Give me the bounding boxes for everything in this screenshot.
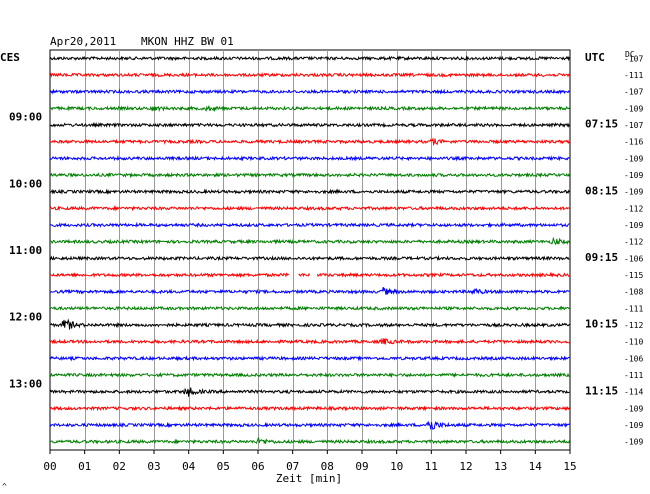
trace-row (49, 337, 570, 345)
dc-offset-label: -112 (624, 238, 643, 247)
seismic-traces (49, 55, 570, 445)
right-time-label: 11:15 (585, 384, 618, 397)
left-time-label: 12:00 (9, 311, 42, 324)
dc-offset-label: -109 (624, 171, 643, 180)
right-time-label: 09:15 (585, 251, 618, 264)
trace-row (49, 155, 570, 162)
trace-row (49, 420, 570, 431)
right-time-label: 08:15 (585, 184, 618, 197)
x-tick-labels: 00 01 02 03 04 05 06 07 08 09 10 11 12 13 14 15 (43, 450, 577, 473)
trace-row (49, 105, 570, 113)
dc-offset-label: -111 (624, 304, 643, 313)
x-tick-label: 06 (251, 460, 264, 473)
x-tick-label: 13 (494, 460, 507, 473)
x-tick-label: 05 (217, 460, 230, 473)
x-tick-label: 09 (355, 460, 368, 473)
trace-row (49, 188, 570, 195)
dc-offset-label: -110 (624, 338, 643, 347)
x-tick-label: 02 (113, 460, 126, 473)
x-tick-label: 08 (321, 460, 334, 473)
dc-offset-label: -116 (624, 138, 643, 147)
trace-row (49, 55, 570, 62)
trace-row (49, 271, 570, 279)
trace-row (49, 405, 570, 412)
dc-offset-label: -106 (624, 354, 643, 363)
trace-row (49, 286, 570, 295)
dc-offset-label: -114 (624, 388, 643, 397)
trace-row (49, 254, 570, 262)
x-tick-label: 11 (425, 460, 438, 473)
dc-offset-label: -106 (624, 254, 643, 263)
dc-offset-label: -107 (624, 121, 643, 130)
dc-offset-label: -107 (624, 88, 643, 97)
plot-frame (49, 49, 571, 451)
trace-row (49, 205, 570, 212)
dc-offset-label: -109 (624, 154, 643, 163)
dc-offset-label: -115 (624, 271, 643, 280)
footer-mark: ^ (2, 482, 7, 491)
right-time-labels: UTC 07:15 08:15 09:15 10:15 11:15 (585, 51, 618, 397)
dc-offset-label: -111 (624, 71, 643, 80)
dc-offset-labels: -107 -111 -107 -109 -107 -116 -109 -109 -109 -112… (624, 54, 643, 446)
dc-offset-label: -109 (624, 421, 643, 430)
minute-grid (49, 49, 571, 451)
trace-row (49, 71, 570, 79)
x-tick-label: 15 (563, 460, 576, 473)
trace-row (49, 387, 570, 397)
dc-offset-label: -109 (624, 404, 643, 413)
x-tick-label: 01 (78, 460, 91, 473)
right-time-label: 07:15 (585, 118, 618, 131)
left-timezone-label: CES (0, 51, 20, 64)
trace-row (49, 371, 570, 379)
trace-row (49, 121, 570, 128)
dc-offset-label: -109 (624, 221, 643, 230)
x-tick-label: 04 (182, 460, 196, 473)
dc-offset-label: -109 (624, 438, 643, 447)
left-time-labels: 09:00 10:00 11:00 12:00 13:00 (9, 111, 42, 391)
dc-offset-label: -109 (624, 188, 643, 197)
x-tick-label: 14 (529, 460, 543, 473)
left-time-label: 10:00 (9, 177, 42, 190)
x-tick-label: 12 (459, 460, 472, 473)
trace-row (49, 221, 570, 229)
dc-offset-label: -107 (624, 54, 643, 63)
trace-row (49, 171, 570, 179)
x-tick-label: 10 (390, 460, 403, 473)
right-time-label: UTC (585, 51, 605, 64)
x-axis-label: Zeit [min] (276, 472, 342, 485)
trace-row (49, 88, 570, 95)
trace-row (49, 137, 570, 147)
trace-row (49, 318, 570, 330)
dc-offset-label: -111 (624, 371, 643, 380)
x-tick-label: 07 (286, 460, 299, 473)
x-tick-label: 00 (43, 460, 56, 473)
left-time-label: 11:00 (9, 244, 42, 257)
left-time-label: 09:00 (9, 111, 42, 124)
chart-title-date: Apr20,2011 (50, 35, 116, 48)
x-tick-label: 03 (147, 460, 160, 473)
trace-row (49, 437, 570, 445)
left-time-label: 13:00 (9, 377, 42, 390)
dc-offset-label: -109 (624, 104, 643, 113)
dc-offset-label: -112 (624, 321, 643, 330)
trace-row (49, 355, 570, 362)
trace-row (49, 305, 570, 312)
dc-offset-label: -108 (624, 288, 643, 297)
trace-row (49, 236, 570, 245)
chart-title-station: MKON HHZ BW 01 (141, 35, 234, 48)
dc-offset-label: -112 (624, 204, 643, 213)
right-time-label: 10:15 (585, 318, 618, 331)
dc-label: DC (625, 50, 635, 59)
